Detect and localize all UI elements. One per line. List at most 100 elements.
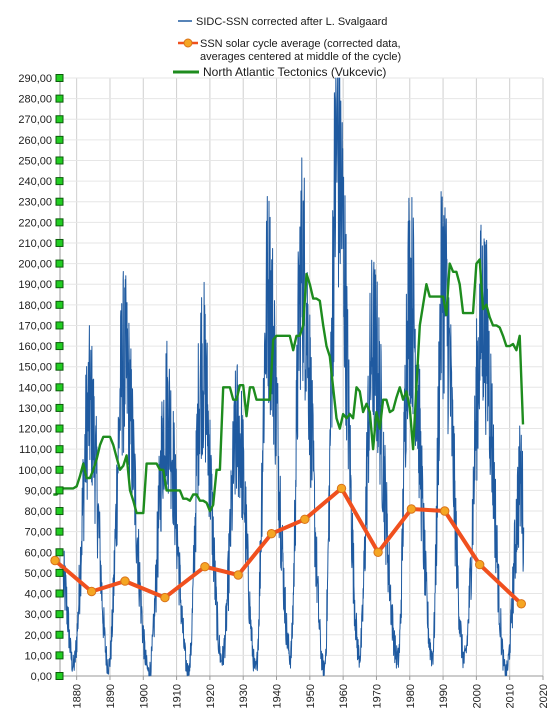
y-tick-marker xyxy=(55,527,64,536)
y-tick-label: 120,00 xyxy=(18,424,52,436)
y-tick-label: 180,00 xyxy=(18,300,52,312)
legend-label-ssn-average-1: SSN solar cycle average (corrected data, xyxy=(200,38,401,50)
y-tick-label: 160,00 xyxy=(18,341,52,353)
y-tick-marker xyxy=(55,465,64,474)
ssn-average-point xyxy=(336,483,347,494)
x-axis: 1880 1890 1900 1910 1920 1930 1940 1950 1960 1970… xyxy=(72,676,550,708)
y-tick-marker xyxy=(55,259,64,268)
y-tick-label: 130,00 xyxy=(18,403,52,415)
legend-swatch-ssn-average-marker xyxy=(183,38,193,48)
y-tick-marker xyxy=(55,197,64,206)
y-tick-marker xyxy=(55,218,64,227)
y-tick-label: 30,00 xyxy=(24,609,52,621)
series-north-atlantic-tectonics xyxy=(53,258,525,515)
y-tick-label: 50,00 xyxy=(24,568,52,580)
ssn-average-point xyxy=(86,586,97,597)
legend-label-tectonics: North Atlantic Tectonics (Vukcevic) xyxy=(203,65,386,79)
y-tick-marker xyxy=(55,94,64,103)
ssn-average-point xyxy=(200,562,210,572)
x-tick-label: 2020 xyxy=(538,684,550,708)
tectonics-line xyxy=(53,258,525,515)
ssn-average-point xyxy=(475,559,485,570)
y-tick-label: 250,00 xyxy=(18,155,52,167)
series-sidc-ssn xyxy=(62,77,525,677)
ssn-average-point xyxy=(120,576,130,586)
y-tick-marker xyxy=(55,156,64,165)
ssn-average-point xyxy=(50,555,60,566)
x-tick-label: 1920 xyxy=(205,684,217,708)
y-tick-label: 10,00 xyxy=(24,650,52,662)
x-tick-label: 1990 xyxy=(438,684,450,708)
y-tick-label: 90,00 xyxy=(24,485,52,497)
y-tick-marker xyxy=(55,568,64,577)
legend-label-sidc-ssn: SIDC-SSN corrected after L. Svalgaard xyxy=(196,16,387,28)
y-tick-label: 0,00 xyxy=(31,671,52,683)
y-tick-label: 260,00 xyxy=(18,135,52,147)
x-tick-label: 1900 xyxy=(138,684,150,708)
x-tick-label: 1930 xyxy=(238,684,250,708)
y-tick-marker xyxy=(55,383,64,392)
y-tick-label: 40,00 xyxy=(24,589,52,601)
series-ssn-cycle-average xyxy=(50,483,526,609)
ssn-average-point xyxy=(300,514,310,524)
x-tick-label: 1890 xyxy=(105,684,117,708)
y-tick-marker xyxy=(55,74,64,82)
y-tick-label: 290,00 xyxy=(18,73,52,85)
y-tick-marker xyxy=(55,280,64,289)
y-tick-marker xyxy=(55,507,64,516)
y-tick-marker xyxy=(55,238,64,247)
y-tick-marker xyxy=(55,342,64,351)
y-tick-marker xyxy=(55,486,64,495)
y-tick-marker xyxy=(55,630,64,639)
y-tick-marker xyxy=(55,362,64,371)
y-tick-label: 140,00 xyxy=(18,382,52,394)
x-tick-label: 1950 xyxy=(305,684,317,708)
y-tick-marker xyxy=(55,548,64,557)
ssn-average-point xyxy=(516,599,526,609)
y-tick-label: 80,00 xyxy=(24,506,52,518)
y-tick-marker xyxy=(55,424,64,433)
y-tick-marker xyxy=(55,445,64,454)
y-tick-marker xyxy=(55,672,64,680)
legend: SIDC-SSN corrected after L. Svalgaard SS… xyxy=(173,16,401,79)
legend-label-ssn-average-2: averages centered at middle of the cycle… xyxy=(200,51,401,63)
ssn-average-line xyxy=(53,486,523,606)
y-tick-marker xyxy=(55,300,64,309)
ssn-average-point xyxy=(160,592,170,603)
y-tick-label: 230,00 xyxy=(18,197,52,209)
x-tick-label: 1960 xyxy=(338,684,350,708)
y-tick-marker xyxy=(55,651,64,660)
ssn-average-point xyxy=(233,570,243,580)
x-tick-label: 2010 xyxy=(505,684,517,708)
y-tick-marker xyxy=(55,115,64,124)
y-tick-marker xyxy=(55,589,64,598)
y-axis: 0,00 10,00 20,00 30,00 40,00 50,00 60,00 70,00 8… xyxy=(18,73,64,683)
ssn-average-point xyxy=(266,529,277,539)
y-tick-marker xyxy=(55,321,64,330)
y-tick-marker xyxy=(55,177,64,186)
y-tick-label: 280,00 xyxy=(18,94,52,106)
x-tick-label: 1880 xyxy=(72,684,84,708)
y-tick-label: 110,00 xyxy=(19,444,52,456)
y-tick-label: 70,00 xyxy=(24,527,52,539)
x-tick-label: 2000 xyxy=(471,684,483,708)
x-tick-label: 1940 xyxy=(272,684,284,708)
x-tick-label: 1910 xyxy=(172,684,184,708)
sidc-ssn-line xyxy=(62,77,525,677)
y-tick-label: 210,00 xyxy=(18,238,52,250)
y-tick-marker xyxy=(55,610,64,619)
y-tick-label: 170,00 xyxy=(18,320,52,332)
y-tick-marker xyxy=(55,403,64,412)
y-tick-label: 200,00 xyxy=(18,259,52,271)
y-tick-label: 270,00 xyxy=(18,114,52,126)
ssn-average-point xyxy=(440,506,450,516)
ssn-average-point xyxy=(406,504,417,514)
y-tick-label: 240,00 xyxy=(18,176,52,188)
y-tick-label: 220,00 xyxy=(18,217,52,229)
y-tick-marker xyxy=(55,135,64,144)
x-tick-label: 1980 xyxy=(405,684,417,708)
y-tick-label: 60,00 xyxy=(24,547,52,559)
y-tick-label: 190,00 xyxy=(18,279,52,291)
x-tick-label: 1970 xyxy=(371,684,383,708)
